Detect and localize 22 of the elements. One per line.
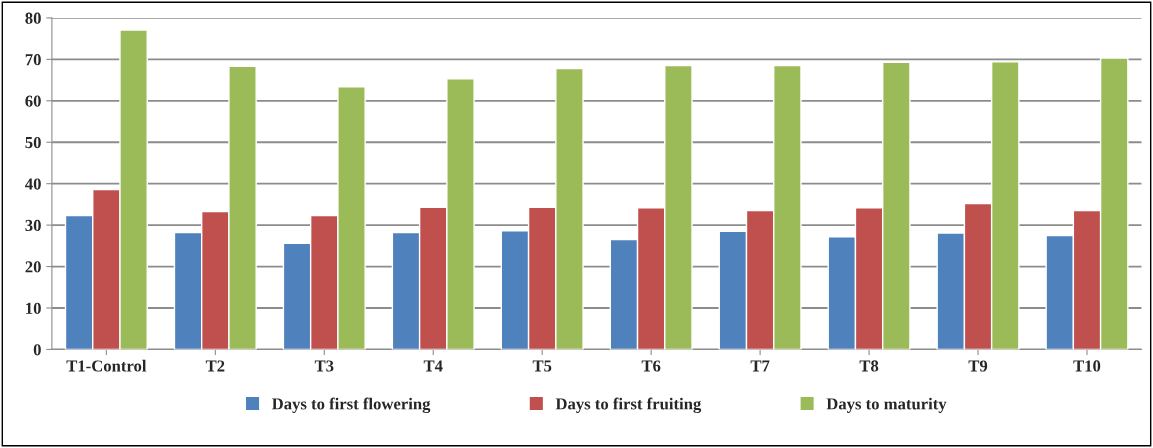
x-tick-label: T7 (750, 360, 770, 372)
x-tick-label: T6 (641, 360, 661, 372)
y-tick-label: 80 (25, 12, 41, 24)
x-tick-label: T10 (1073, 360, 1101, 372)
x-tick-label: T5 (532, 360, 552, 372)
x-tick-label: T3 (314, 360, 334, 372)
y-tick-label: 70 (25, 54, 41, 66)
legend-label: Days to maturity (826, 397, 947, 413)
y-tick-label: 0 (33, 344, 41, 356)
x-tick-label: T4 (423, 360, 443, 372)
legend-label: Days to first fruiting (555, 397, 702, 414)
x-tick-label: T8 (859, 360, 879, 372)
x-tick-label: T1-Control (66, 359, 147, 372)
y-tick-label: 60 (25, 95, 41, 107)
y-tick-label: 30 (25, 219, 41, 232)
y-tick-label: 10 (26, 302, 41, 314)
x-tick-label: T2 (205, 360, 225, 372)
y-tick-label: 50 (25, 136, 41, 149)
legend-label: Days to first flowering (272, 397, 431, 414)
x-tick-label: T9 (968, 360, 988, 372)
y-tick-label: 20 (25, 261, 41, 273)
y-tick-label: 40 (25, 178, 41, 190)
